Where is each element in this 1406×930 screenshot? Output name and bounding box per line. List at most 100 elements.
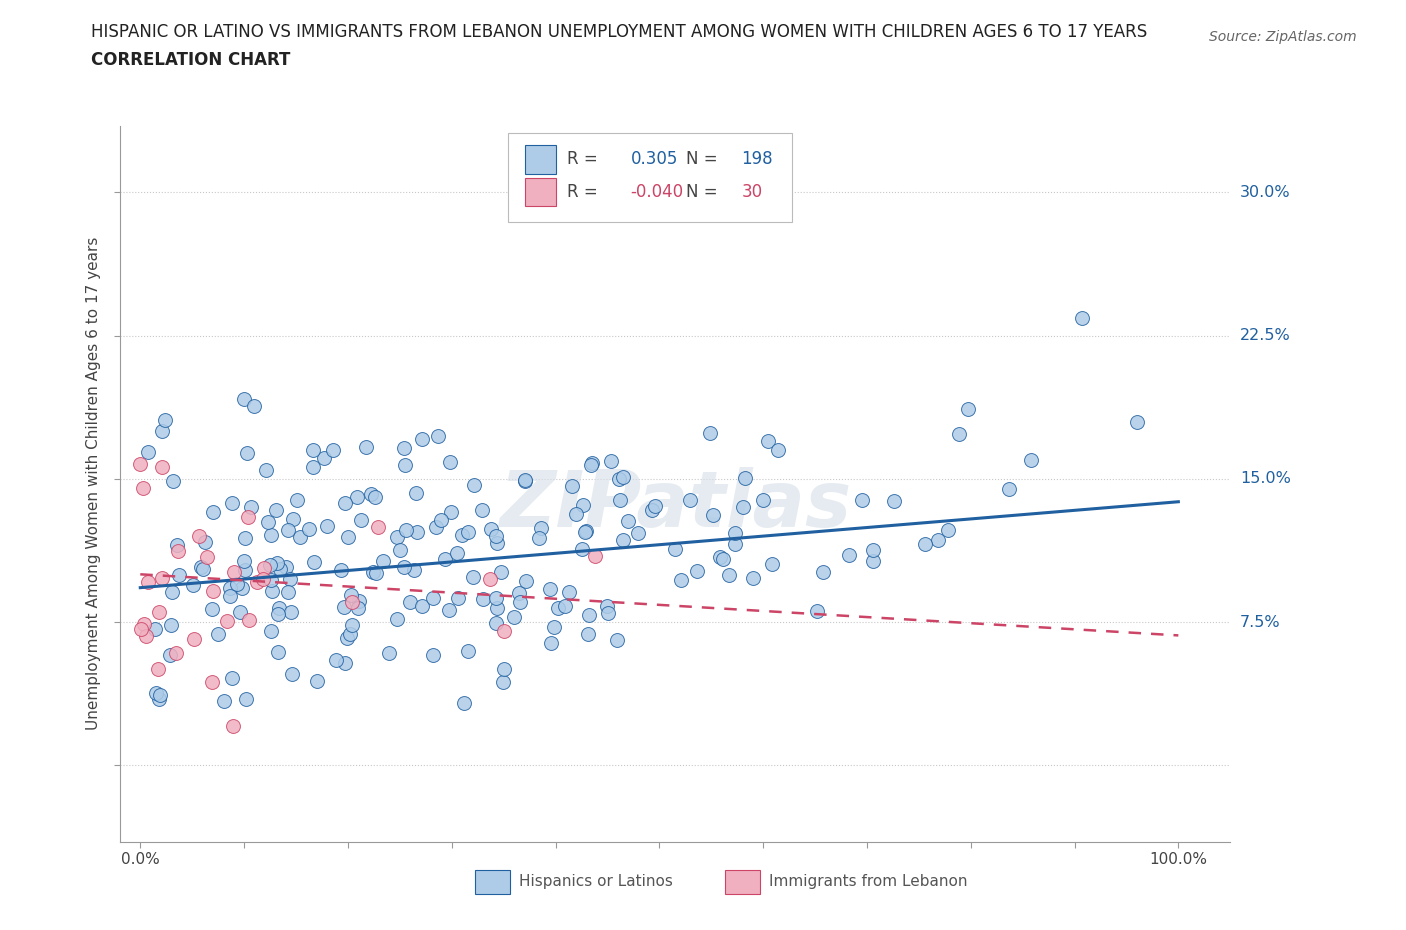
Point (862, 543, 884, 558)
Point (183, 631, 205, 646)
Bar (524, 145, 555, 174)
Point (598, 605, 620, 620)
Point (733, 499, 755, 514)
Point (267, 601, 290, 616)
Point (371, 554, 394, 569)
Point (217, 614, 239, 629)
Point (494, 662, 516, 677)
Point (538, 582, 561, 597)
Point (167, 567, 190, 582)
Point (155, 412, 177, 427)
Point (461, 570, 484, 585)
Point (479, 572, 502, 587)
Point (260, 527, 283, 542)
Point (148, 691, 170, 706)
Point (617, 513, 640, 528)
Text: ZIPatlas: ZIPatlas (499, 467, 851, 543)
Point (337, 529, 360, 544)
Point (669, 572, 692, 587)
Point (583, 549, 606, 564)
Point (240, 499, 263, 514)
Point (579, 458, 602, 472)
Point (233, 563, 256, 578)
Point (307, 674, 329, 689)
Point (724, 536, 747, 551)
Point (561, 479, 583, 494)
Point (644, 499, 666, 514)
Text: 30.0%: 30.0% (1240, 185, 1291, 200)
Point (329, 563, 352, 578)
FancyBboxPatch shape (509, 133, 792, 222)
Point (581, 456, 603, 471)
Text: CORRELATION CHART: CORRELATION CHART (91, 51, 291, 69)
Point (262, 584, 284, 599)
Point (356, 440, 378, 455)
Point (276, 559, 298, 574)
Point (936, 523, 959, 538)
Point (333, 496, 356, 511)
Point (838, 548, 860, 563)
Point (851, 493, 873, 508)
Point (136, 445, 159, 459)
Point (627, 525, 650, 540)
Point (927, 533, 949, 548)
Point (281, 666, 304, 681)
Point (1126, 415, 1149, 430)
Point (543, 619, 565, 634)
Point (347, 594, 370, 609)
Point (392, 440, 415, 455)
Point (266, 502, 288, 517)
Point (571, 498, 593, 512)
Point (486, 536, 509, 551)
Point (150, 571, 173, 586)
Point (347, 601, 370, 616)
Point (558, 584, 581, 599)
Point (266, 555, 288, 570)
Point (335, 656, 357, 671)
Point (221, 496, 243, 511)
Point (190, 560, 212, 575)
Point (238, 613, 260, 628)
Point (280, 571, 302, 586)
Point (479, 522, 502, 537)
Point (259, 558, 281, 573)
Point (214, 694, 236, 709)
Point (527, 531, 550, 546)
Point (554, 598, 576, 613)
Point (758, 433, 780, 448)
Point (350, 513, 373, 528)
Point (612, 533, 634, 548)
Point (485, 616, 508, 631)
Point (181, 578, 204, 592)
Text: 198: 198 (741, 151, 773, 168)
Point (540, 636, 562, 651)
Text: R =: R = (567, 183, 598, 201)
Point (709, 550, 731, 565)
Point (492, 624, 515, 639)
Bar (475, 870, 510, 894)
Point (609, 472, 631, 486)
Point (395, 522, 418, 537)
Point (664, 542, 686, 557)
Point (699, 426, 721, 441)
Point (277, 523, 299, 538)
Point (752, 493, 775, 508)
Point (451, 527, 474, 542)
Point (301, 443, 323, 458)
Point (471, 591, 494, 606)
Point (166, 543, 188, 558)
Point (862, 553, 884, 568)
Point (547, 601, 569, 616)
Point (742, 570, 765, 585)
Point (149, 687, 172, 702)
Point (453, 695, 475, 710)
Point (367, 520, 389, 535)
Point (998, 481, 1021, 496)
Point (221, 719, 243, 734)
Point (145, 685, 167, 700)
Point (340, 588, 363, 603)
Point (132, 617, 155, 631)
Text: 30: 30 (741, 183, 762, 201)
Point (129, 457, 152, 472)
Point (411, 432, 433, 446)
